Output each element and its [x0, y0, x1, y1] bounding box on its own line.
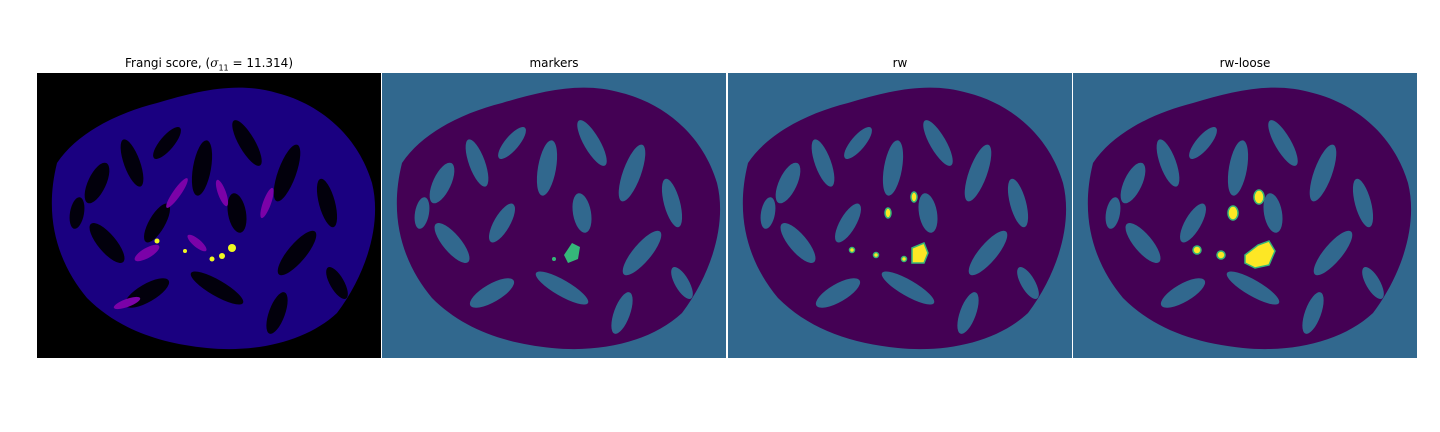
panel-title-markers: markers: [529, 56, 579, 70]
rw-loose-image: [1073, 73, 1417, 358]
vessel-pattern: [69, 120, 348, 334]
rw-loose-segments: [1192, 189, 1276, 269]
panel-title-rw-loose: rw-loose: [1219, 56, 1271, 70]
markers-panel: [382, 73, 726, 358]
rw-loose-panel: [1073, 73, 1417, 358]
rw-segments: [848, 191, 929, 264]
panel-title-frangi: Frangi score, (σ11 = 11.314): [125, 56, 293, 73]
markers-image: [382, 73, 726, 358]
frangi-panel: [37, 73, 381, 358]
vessel-highlights: [113, 178, 274, 310]
rw-panel: [728, 73, 1072, 358]
frangi-peaks: [154, 238, 236, 262]
rw-image: [728, 73, 1072, 358]
panel-title-rw: rw: [892, 56, 908, 70]
marker-seeds: [552, 243, 580, 263]
frangi-image: [37, 73, 381, 358]
